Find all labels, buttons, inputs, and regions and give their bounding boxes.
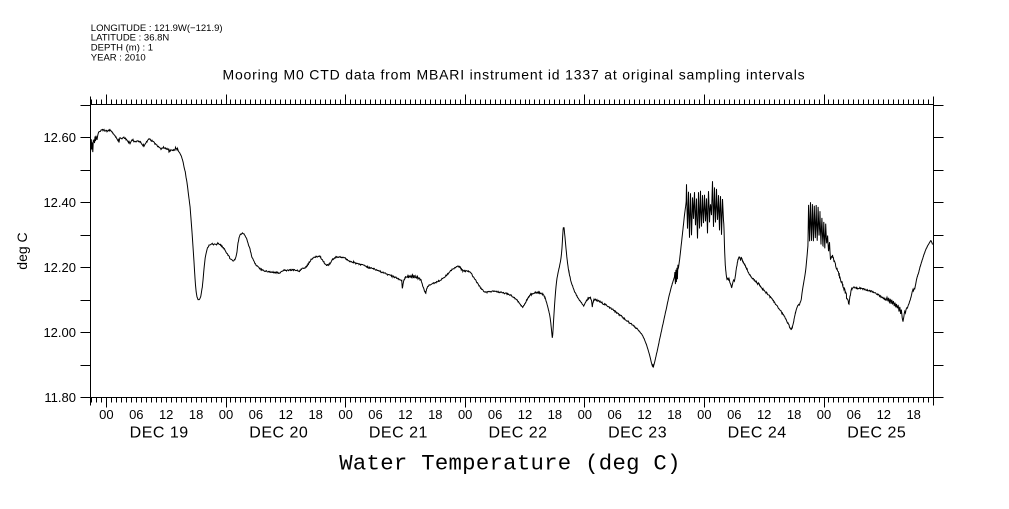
svg-text:18: 18 [548,407,562,422]
svg-text:DEC 20: DEC 20 [249,424,308,441]
svg-text:12: 12 [637,407,651,422]
svg-text:06: 06 [368,407,382,422]
svg-text:18: 18 [906,407,920,422]
svg-text:DEPTH (m) : 1: DEPTH (m) : 1 [91,43,153,54]
svg-text:06: 06 [847,407,861,422]
svg-text:00: 00 [817,407,831,422]
svg-text:12: 12 [159,407,173,422]
svg-text:12.20: 12.20 [43,260,76,275]
svg-text:deg C: deg C [14,232,30,269]
svg-text:06: 06 [607,407,621,422]
svg-text:18: 18 [787,407,801,422]
svg-text:LATITUDE : 36.8N: LATITUDE : 36.8N [91,33,170,44]
svg-text:06: 06 [249,407,263,422]
svg-text:12.00: 12.00 [43,325,76,340]
svg-text:12: 12 [518,407,532,422]
svg-text:06: 06 [727,407,741,422]
svg-text:DEC 21: DEC 21 [369,424,428,441]
svg-text:Water Temperature (deg C): Water Temperature (deg C) [339,451,681,477]
svg-text:00: 00 [458,407,472,422]
svg-text:00: 00 [338,407,352,422]
svg-text:06: 06 [129,407,143,422]
svg-text:00: 00 [578,407,592,422]
svg-text:00: 00 [99,407,113,422]
svg-text:12: 12 [757,407,771,422]
svg-text:12: 12 [279,407,293,422]
svg-text:12: 12 [877,407,891,422]
svg-text:DEC 19: DEC 19 [130,424,189,441]
svg-text:18: 18 [667,407,681,422]
svg-text:YEAR : 2010: YEAR : 2010 [91,52,146,63]
svg-text:18: 18 [428,407,442,422]
svg-text:12.40: 12.40 [43,195,76,210]
svg-text:LONGITUDE : 121.9W(−121.9): LONGITUDE : 121.9W(−121.9) [91,23,223,34]
svg-text:DEC 24: DEC 24 [728,424,787,441]
svg-text:11.80: 11.80 [44,390,76,405]
svg-text:DEC 25: DEC 25 [847,424,906,441]
svg-text:18: 18 [308,407,322,422]
svg-text:Mooring M0 CTD data from MBARI: Mooring M0 CTD data from MBARI instrumen… [222,67,805,83]
svg-text:00: 00 [697,407,711,422]
svg-text:DEC 23: DEC 23 [608,424,667,441]
svg-text:12: 12 [398,407,412,422]
svg-text:DEC 22: DEC 22 [488,424,547,441]
svg-text:18: 18 [189,407,203,422]
svg-text:00: 00 [219,407,233,422]
svg-text:12.60: 12.60 [43,130,76,145]
svg-text:06: 06 [488,407,502,422]
